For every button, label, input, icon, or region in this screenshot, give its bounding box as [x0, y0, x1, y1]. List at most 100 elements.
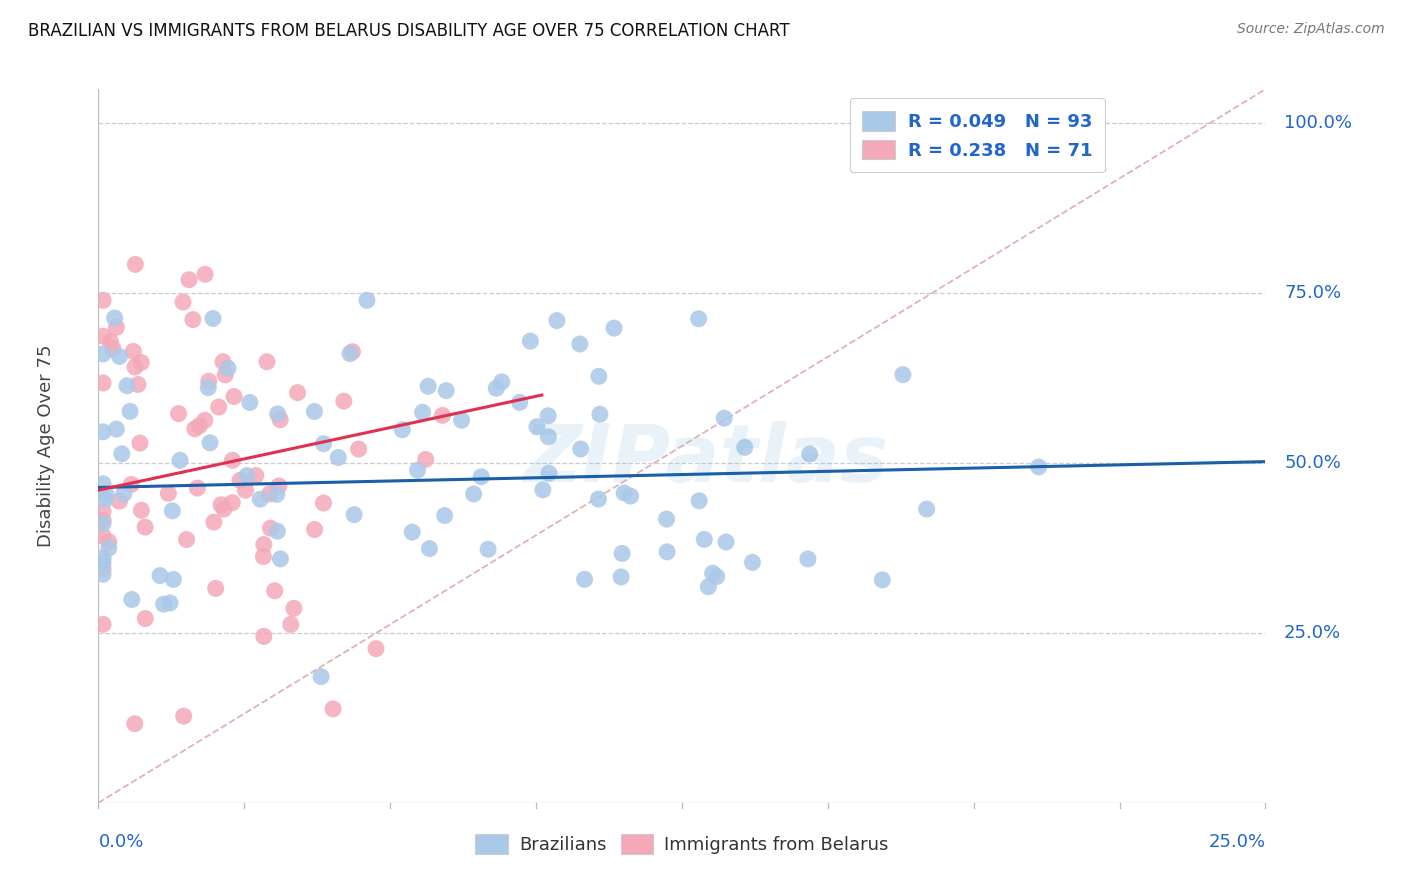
- Text: Source: ZipAtlas.com: Source: ZipAtlas.com: [1237, 22, 1385, 37]
- Point: [259, 487, 281, 501]
- Point: [91, 347, 114, 361]
- Point: [588, 491, 610, 506]
- Text: BRAZILIAN VS IMMIGRANTS FROM BELARUS DISABILITY AGE OVER 75 CORRELATION CHART: BRAZILIAN VS IMMIGRANTS FROM BELARUS DIS…: [28, 22, 790, 40]
- Point: [108, 350, 131, 364]
- Point: [122, 344, 145, 359]
- Point: [204, 582, 226, 596]
- Point: [706, 569, 728, 583]
- Point: [159, 596, 181, 610]
- Point: [266, 407, 288, 421]
- Point: [267, 479, 290, 493]
- Point: [509, 395, 531, 409]
- Point: [531, 483, 554, 497]
- Point: [197, 374, 219, 388]
- Point: [477, 542, 499, 557]
- Point: [162, 504, 184, 518]
- Point: [603, 321, 626, 335]
- Point: [94, 492, 117, 507]
- Point: [450, 413, 472, 427]
- Point: [312, 436, 335, 450]
- Point: [697, 580, 720, 594]
- Point: [568, 337, 591, 351]
- Point: [131, 503, 153, 517]
- Point: [322, 702, 344, 716]
- Text: 0.0%: 0.0%: [98, 833, 143, 851]
- Point: [108, 494, 131, 508]
- Point: [287, 385, 309, 400]
- Point: [221, 453, 243, 467]
- Point: [91, 556, 114, 570]
- Point: [173, 709, 195, 723]
- Text: 25.0%: 25.0%: [1284, 624, 1341, 642]
- Point: [891, 368, 914, 382]
- Point: [91, 551, 114, 566]
- Point: [96, 488, 118, 502]
- Point: [186, 481, 208, 495]
- Point: [491, 375, 513, 389]
- Point: [201, 311, 224, 326]
- Point: [546, 313, 568, 327]
- Point: [328, 450, 350, 465]
- Point: [157, 486, 180, 500]
- Point: [169, 453, 191, 467]
- Point: [101, 342, 124, 356]
- Point: [655, 512, 678, 526]
- Point: [194, 268, 217, 282]
- Point: [221, 496, 243, 510]
- Point: [266, 487, 288, 501]
- Point: [713, 411, 735, 425]
- Legend: Brazilians, Immigrants from Belarus: Brazilians, Immigrants from Belarus: [468, 827, 896, 862]
- Point: [91, 567, 114, 582]
- Point: [208, 400, 231, 414]
- Point: [741, 555, 763, 569]
- Point: [127, 377, 149, 392]
- Point: [610, 546, 633, 560]
- Point: [112, 486, 135, 500]
- Point: [91, 425, 114, 439]
- Point: [610, 570, 633, 584]
- Point: [343, 508, 366, 522]
- Text: 50.0%: 50.0%: [1284, 454, 1341, 472]
- Point: [134, 611, 156, 625]
- Point: [236, 468, 259, 483]
- Point: [356, 293, 378, 308]
- Point: [1028, 459, 1050, 474]
- Point: [120, 404, 142, 418]
- Point: [198, 435, 221, 450]
- Point: [194, 413, 217, 427]
- Point: [470, 469, 492, 483]
- Point: [259, 521, 281, 535]
- Point: [188, 418, 211, 433]
- Point: [212, 502, 235, 516]
- Point: [91, 562, 114, 576]
- Point: [229, 474, 252, 488]
- Point: [172, 295, 194, 310]
- Point: [401, 525, 423, 540]
- Point: [91, 504, 114, 518]
- Point: [574, 573, 596, 587]
- Point: [915, 502, 938, 516]
- Point: [104, 311, 127, 326]
- Point: [620, 489, 643, 503]
- Point: [134, 520, 156, 534]
- Point: [256, 355, 278, 369]
- Point: [91, 476, 114, 491]
- Point: [655, 545, 678, 559]
- Point: [693, 533, 716, 547]
- Point: [364, 641, 387, 656]
- Point: [217, 361, 239, 376]
- Point: [91, 329, 114, 343]
- Point: [418, 541, 440, 556]
- Point: [734, 441, 756, 455]
- Point: [91, 529, 114, 543]
- Point: [433, 508, 456, 523]
- Point: [304, 523, 326, 537]
- Text: 100.0%: 100.0%: [1284, 114, 1353, 132]
- Point: [463, 487, 485, 501]
- Point: [266, 524, 288, 538]
- Point: [280, 617, 302, 632]
- Point: [167, 407, 190, 421]
- Point: [212, 355, 235, 369]
- Point: [152, 597, 174, 611]
- Point: [432, 409, 454, 423]
